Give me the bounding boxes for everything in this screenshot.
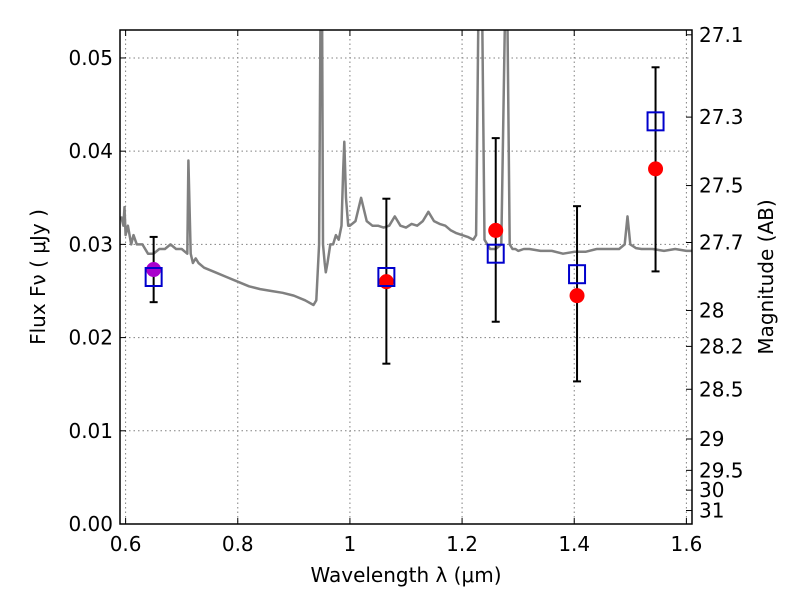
x-tick-label: 1 bbox=[344, 532, 357, 556]
observed-point bbox=[488, 222, 504, 238]
observed-point bbox=[569, 288, 585, 304]
observed-point bbox=[648, 161, 664, 177]
axes: 0.6 0.8 1 1.2 1.4 1.6 0.00 0.01 0.02 0.03 0.04 0.05… bbox=[68, 23, 743, 556]
y-tick-label: 0.01 bbox=[68, 419, 113, 443]
x-tick-label: 1.2 bbox=[446, 532, 478, 556]
mag-tick-label: 31 bbox=[699, 499, 724, 523]
x-tick-label: 1.6 bbox=[670, 532, 702, 556]
mag-tick-label: 28 bbox=[699, 298, 724, 322]
y-axis-label: Flux Fν ( μJy ) bbox=[26, 209, 50, 345]
y-tick-label: 0.03 bbox=[68, 232, 113, 256]
x-tick-label: 0.6 bbox=[110, 532, 142, 556]
spectrum-layer bbox=[120, 30, 692, 307]
model-point bbox=[144, 267, 163, 287]
x-tick-label: 1.4 bbox=[558, 532, 590, 556]
model-point bbox=[377, 267, 396, 287]
spectrum-line bbox=[120, 30, 692, 307]
labels: Wavelength λ (μm) Flux Fν ( μJy ) Magnit… bbox=[26, 199, 778, 587]
mag-tick-label: 27.7 bbox=[699, 231, 744, 255]
observed-point-highlight bbox=[146, 262, 162, 278]
mag-tick-label: 27.3 bbox=[699, 105, 744, 129]
mag-tick-label: 27.5 bbox=[699, 174, 744, 198]
y-tick-label: 0.05 bbox=[68, 46, 113, 70]
grid bbox=[120, 30, 692, 524]
y2-axis-label: Magnitude (AB) bbox=[754, 199, 778, 354]
model-point bbox=[646, 111, 665, 132]
mag-tick-label: 27.1 bbox=[699, 23, 744, 47]
mag-tick-label: 28.2 bbox=[699, 334, 744, 358]
y-tick-label: 0.04 bbox=[68, 139, 113, 163]
x-tick-label: 0.8 bbox=[222, 532, 254, 556]
mag-tick-label: 30 bbox=[699, 478, 724, 502]
y-tick-label: 0.02 bbox=[68, 326, 113, 350]
plot-frame bbox=[119, 29, 693, 525]
marker-layer bbox=[144, 66, 665, 383]
model-point bbox=[568, 264, 587, 285]
mag-tick-label: 29 bbox=[699, 427, 724, 451]
x-axis-label: Wavelength λ (μm) bbox=[310, 563, 501, 587]
model-point bbox=[486, 243, 505, 264]
mag-tick-label: 29.5 bbox=[699, 458, 744, 482]
mag-tick-label: 28.5 bbox=[699, 377, 744, 401]
y-tick-label: 0.00 bbox=[68, 512, 113, 536]
